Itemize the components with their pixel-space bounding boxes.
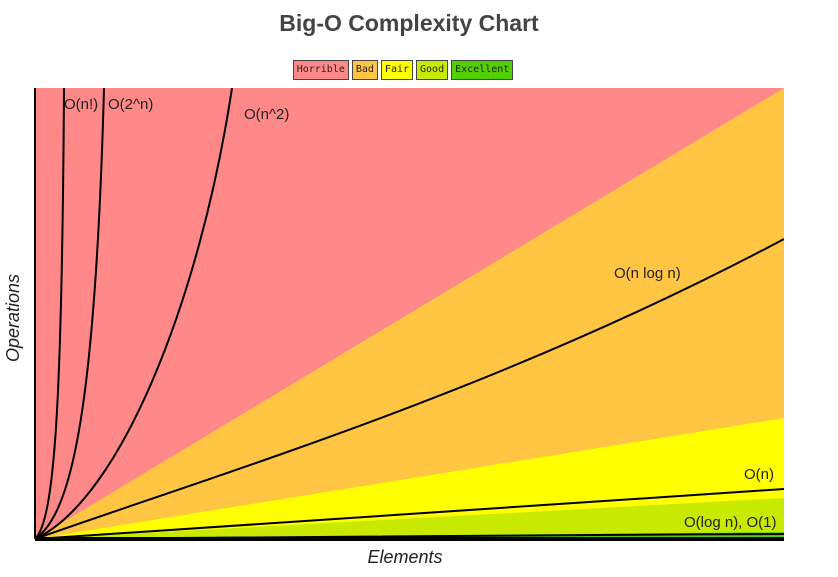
legend-bad: Bad — [351, 60, 378, 80]
curve-linear — [35, 488, 784, 539]
legend-excellent: Excellent — [451, 60, 514, 80]
label-quadratic: O(n^2) — [244, 106, 289, 123]
region-bad — [35, 88, 784, 539]
label-linear: O(n) — [744, 466, 774, 483]
curve-factorial — [35, 88, 65, 539]
legend-good: Good — [416, 60, 449, 80]
chart-title: Big-O Complexity Chart — [279, 10, 539, 36]
region-good — [35, 498, 784, 539]
label-nlogn: O(n log n) — [614, 265, 681, 282]
legend-horrible: Horrible — [292, 60, 349, 80]
label-exponential: O(2^n) — [108, 96, 153, 113]
curve-exponential — [35, 88, 105, 539]
label-log-constant: O(log n), O(1) — [684, 514, 777, 531]
curve-quadratic — [35, 88, 233, 539]
y-axis-label: Operations — [3, 274, 23, 362]
legend: Horrible Bad Fair Good Excellent — [0, 60, 806, 80]
curve-nlogn — [35, 238, 784, 539]
label-factorial: O(n!) — [64, 96, 98, 113]
x-axis-label: Elements — [367, 547, 442, 567]
legend-fair: Fair — [380, 60, 414, 80]
